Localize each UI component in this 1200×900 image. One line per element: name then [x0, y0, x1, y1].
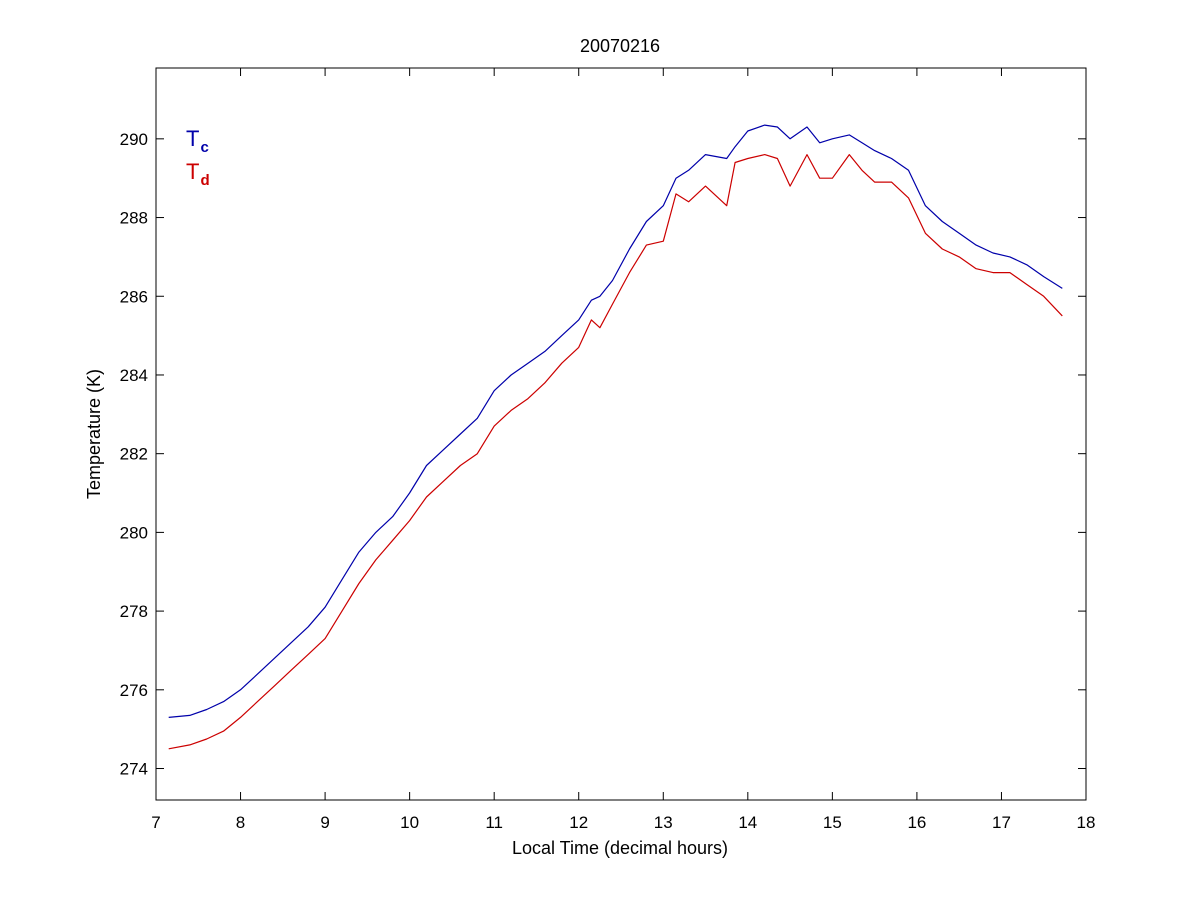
x-tick-label: 13 — [654, 813, 673, 832]
x-tick-label: 17 — [992, 813, 1011, 832]
y-tick-label: 276 — [120, 681, 148, 700]
x-tick-label: 14 — [738, 813, 757, 832]
x-axis-label: Local Time (decimal hours) — [512, 838, 728, 858]
x-tick-label: 10 — [400, 813, 419, 832]
y-tick-label: 278 — [120, 602, 148, 621]
legend-entry-td: Td — [186, 159, 210, 189]
x-tick-label: 16 — [907, 813, 926, 832]
plot-area — [155, 67, 1087, 801]
x-tick-label: 15 — [823, 813, 842, 832]
legend-entry-tc: Tc — [186, 126, 209, 156]
legend-entry-base: T — [186, 126, 199, 151]
y-tick-label: 280 — [120, 523, 148, 542]
y-tick-label: 282 — [120, 445, 148, 464]
x-tick-label: 12 — [569, 813, 588, 832]
series-layer — [168, 124, 1063, 750]
legend-entry-base: T — [186, 159, 199, 184]
y-tick-label: 284 — [120, 366, 148, 385]
y-tick-label: 274 — [120, 760, 148, 779]
x-axis: 7 8 9 10 11 12 13 14 15 16 17 18 — [151, 68, 1095, 832]
legend-entry-subscript: d — [200, 172, 209, 189]
y-tick-label: 288 — [120, 209, 148, 228]
y-axis: 274 276 278 280 282 284 286 288 290 — [120, 130, 1086, 779]
y-tick-label: 290 — [120, 130, 148, 149]
chart-title: 20070216 — [580, 36, 660, 56]
y-tick-label: 286 — [120, 287, 148, 306]
x-tick-label: 8 — [236, 813, 245, 832]
x-tick-label: 11 — [485, 813, 503, 832]
x-tick-label: 9 — [320, 813, 329, 832]
series-line-td — [168, 154, 1063, 750]
x-tick-label: 18 — [1077, 813, 1096, 832]
y-axis-label: Temperature (K) — [84, 369, 104, 499]
legend-entry-subscript: c — [200, 139, 208, 156]
series-line-tc — [168, 124, 1063, 718]
x-tick-label: 7 — [151, 813, 160, 832]
